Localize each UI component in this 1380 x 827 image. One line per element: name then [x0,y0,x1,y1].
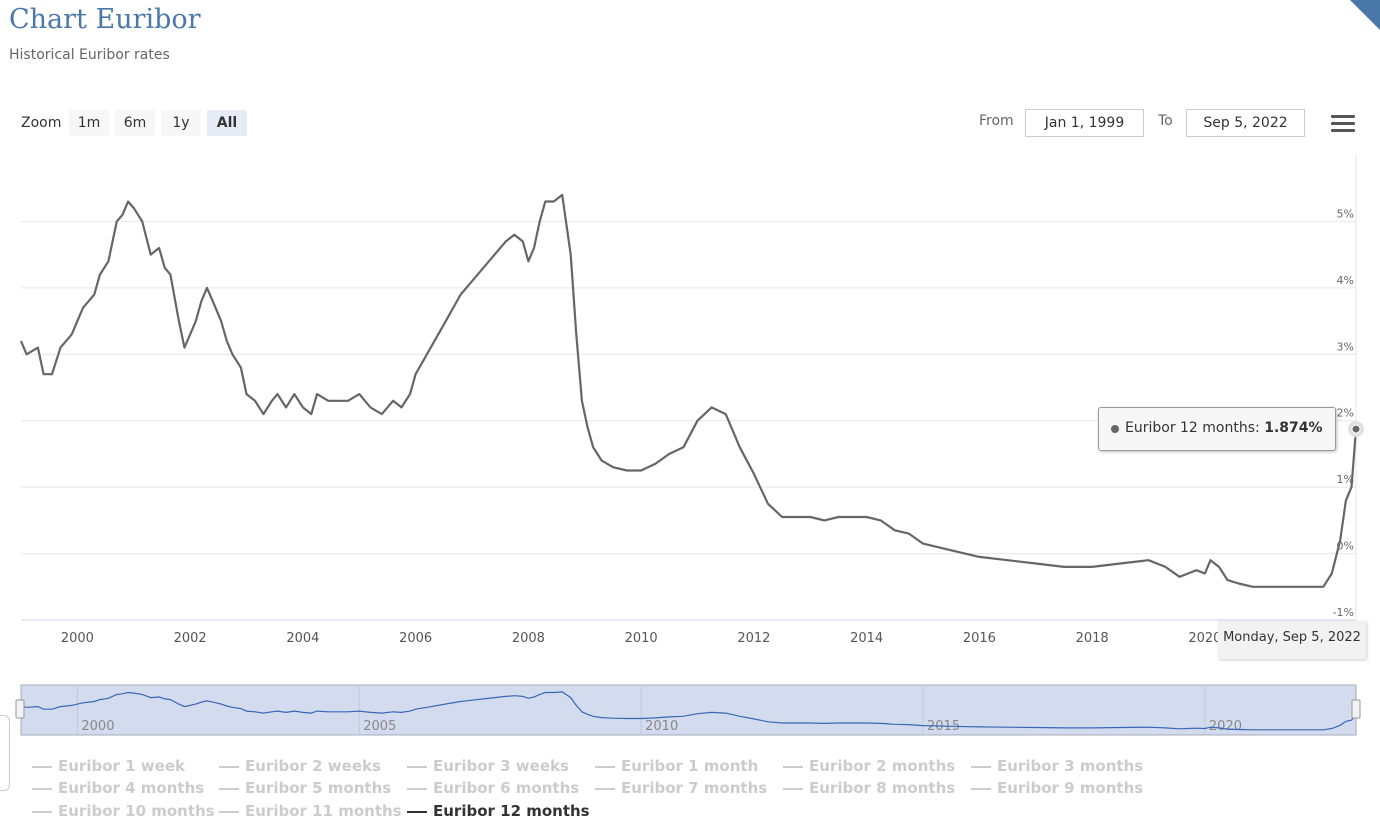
navigator-tick-label: 2000 [81,719,114,734]
side-panel-edge [0,715,10,791]
x-tick-label: 2010 [625,631,658,646]
y-axis-ticks: -1% 0% 1% 2% 3% 4% 5% [1333,207,1354,619]
y-tick-label: -1% [1333,606,1354,619]
zoom-6m-button[interactable]: 6m [115,110,155,136]
legend-item-euribor-9-months[interactable]: Euribor 9 months [971,779,1143,797]
navigator-tick-label: 2010 [645,719,678,734]
legend-item-euribor-5-months[interactable]: Euribor 5 months [219,779,391,797]
legend-item-euribor-1-month[interactable]: Euribor 1 month [595,757,758,775]
x-tick-label: 2004 [286,631,319,646]
legend-item-euribor-1-week[interactable]: Euribor 1 week [32,757,185,775]
y-tick-label: 3% [1337,340,1354,353]
x-tick-label: 2016 [963,631,996,646]
legend-item-euribor-4-months[interactable]: Euribor 4 months [32,779,204,797]
y-tick-label: 1% [1337,473,1354,486]
legend-item-euribor-3-weeks[interactable]: Euribor 3 weeks [407,757,569,775]
tooltip-series-dot [1111,425,1119,433]
legend-item-euribor-6-months[interactable]: Euribor 6 months [407,779,579,797]
from-date-input[interactable]: Jan 1, 1999 [1025,109,1144,137]
navigator-tick-label: 2005 [363,719,396,734]
legend-item-euribor-2-weeks[interactable]: Euribor 2 weeks [219,757,381,775]
series-line-euribor-12-months [19,193,1358,588]
navigator-series-line [20,691,1357,731]
to-date-input[interactable]: Sep 5, 2022 [1186,109,1305,137]
legend-item-euribor-3-months[interactable]: Euribor 3 months [971,757,1143,775]
legend-item-euribor-10-months[interactable]: Euribor 10 months [32,802,215,820]
menu-icon[interactable] [1331,115,1355,133]
navigator-left-handle[interactable] [15,699,25,719]
zoom-1m-button[interactable]: 1m [69,110,109,136]
legend-item-euribor-2-months[interactable]: Euribor 2 months [783,757,955,775]
x-tick-label: 2000 [61,631,94,646]
corner-ribbon [1350,0,1380,30]
legend-item-euribor-8-months[interactable]: Euribor 8 months [783,779,955,797]
tooltip-value: 1.874% [1264,420,1323,436]
crosshair-date-label: Monday, Sep 5, 2022 [1218,621,1366,659]
x-tick-label: 2002 [174,631,207,646]
chart-tooltip: Euribor 12 months: 1.874% [1098,407,1336,451]
page-title: Chart Euribor [9,4,201,35]
legend-item-euribor-7-months[interactable]: Euribor 7 months [595,779,767,797]
x-tick-label: 2012 [737,631,770,646]
y-tick-label: 5% [1337,207,1354,220]
y-tick-label: 2% [1337,407,1354,420]
x-tick-label: 2020 [1188,631,1221,646]
page-subtitle: Historical Euribor rates [9,47,170,63]
navigator-ticks: 2000 2005 2010 2015 2020 [76,685,1242,735]
navigator-right-handle[interactable] [1351,699,1361,719]
legend-item-euribor-12-months[interactable]: Euribor 12 months [407,802,590,820]
navigator-tick-label: 2020 [1209,719,1242,734]
hover-dot [1351,424,1361,434]
x-tick-label: 2006 [399,631,432,646]
x-tick-label: 2018 [1076,631,1109,646]
from-label: From [979,113,1014,129]
zoom-1y-button[interactable]: 1y [161,110,201,136]
y-tick-label: 0% [1337,540,1354,553]
zoom-all-button[interactable]: All [207,110,247,136]
zoom-label: Zoom [21,115,62,131]
x-axis-ticks: 2000 2002 2004 2006 2008 2010 2012 2014 2016 2018… [61,631,1222,646]
tooltip-series-name: Euribor 12 months [1125,420,1256,436]
x-tick-label: 2008 [512,631,545,646]
legend-item-euribor-11-months[interactable]: Euribor 11 months [219,802,402,820]
x-tick-label: 2014 [850,631,883,646]
to-label: To [1158,113,1173,129]
y-tick-label: 4% [1337,274,1354,287]
